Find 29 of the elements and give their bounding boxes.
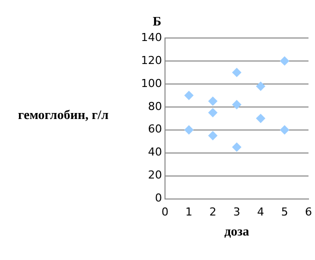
x-tick-label: 5 [281, 205, 288, 218]
y-tick-label: 60 [148, 122, 162, 136]
y-tick-label: 120 [140, 54, 162, 67]
point [208, 96, 218, 106]
y-tick-label: 80 [148, 100, 162, 113]
x-tick-label: 2 [209, 205, 216, 218]
x-tick-label: 6 [305, 205, 312, 218]
point [184, 90, 194, 100]
x-tick-label: 3 [233, 205, 240, 218]
point [256, 114, 266, 123]
point [280, 56, 290, 66]
point [256, 82, 266, 91]
y-tick-label: 100 [140, 76, 162, 90]
point [184, 125, 194, 134]
y-tick-label: 20 [148, 168, 162, 182]
y-tick-label: 140 [140, 30, 162, 44]
x-axis-title: доза [224, 223, 250, 238]
chart-title: Б [152, 13, 162, 28]
point [232, 68, 242, 77]
point [232, 100, 242, 110]
point [280, 125, 290, 134]
x-tick-label: 4 [257, 205, 264, 218]
point [208, 108, 218, 118]
y-tick-label: 0 [154, 192, 162, 205]
x-tick-label: 1 [185, 205, 192, 218]
y-axis-title: гемоглобин, г/л [18, 106, 109, 122]
y-tick-label: 40 [148, 146, 162, 159]
point [208, 131, 218, 140]
point [232, 142, 242, 152]
